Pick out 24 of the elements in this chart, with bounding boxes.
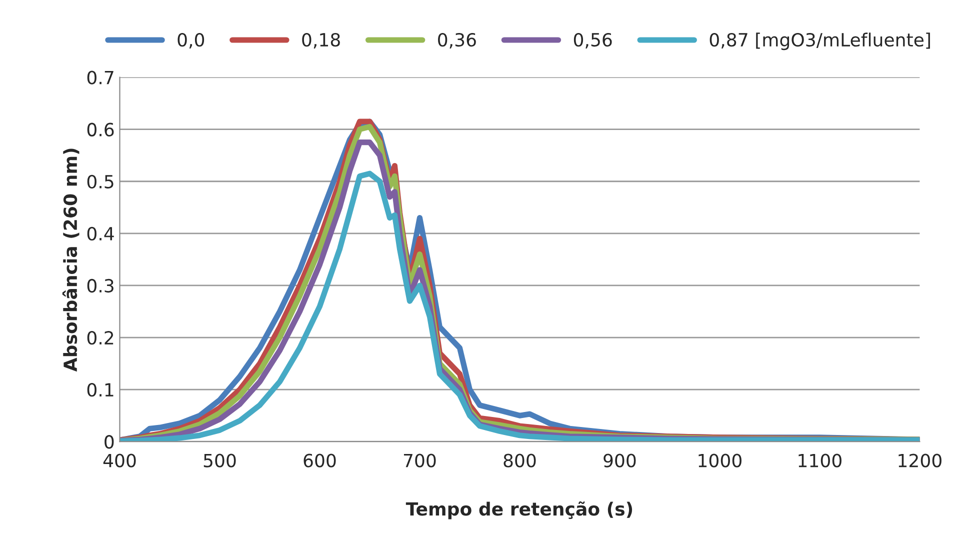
y-tick-label: 0 [104,435,114,449]
legend-label: 0,56 [574,32,612,48]
x-tick-label: 500 [204,454,236,468]
y-tick-label: 0.5 [87,174,114,188]
y-tick-label: 0.7 [87,70,114,84]
y-tick-label: 0.6 [87,122,114,136]
legend-label: 0,87 [mgO3/mLefluente] [710,32,930,50]
legend-label: 0,0 [178,32,204,48]
x-tick-label: 1000 [698,454,742,468]
y-tick-label: 0.2 [87,330,114,345]
x-tick-label: 700 [404,454,436,468]
x-tick-label: 400 [103,454,136,468]
x-axis-title: Tempo de retenção (s) [406,501,632,520]
y-tick-label: 0.3 [87,278,114,293]
y-tick-label: 0.1 [87,383,114,397]
x-tick-label: 900 [604,454,636,468]
legend-label: 0,36 [438,32,476,48]
x-tick-label: 1100 [798,454,842,468]
x-tick-label: 600 [304,454,336,468]
x-tick-label: 1200 [898,454,942,468]
y-axis-title: Absorbância (260 nm) [62,148,80,372]
y-tick-label: 0.4 [87,226,114,241]
legend-label: 0,18 [302,32,340,48]
x-tick-label: 800 [504,454,536,468]
